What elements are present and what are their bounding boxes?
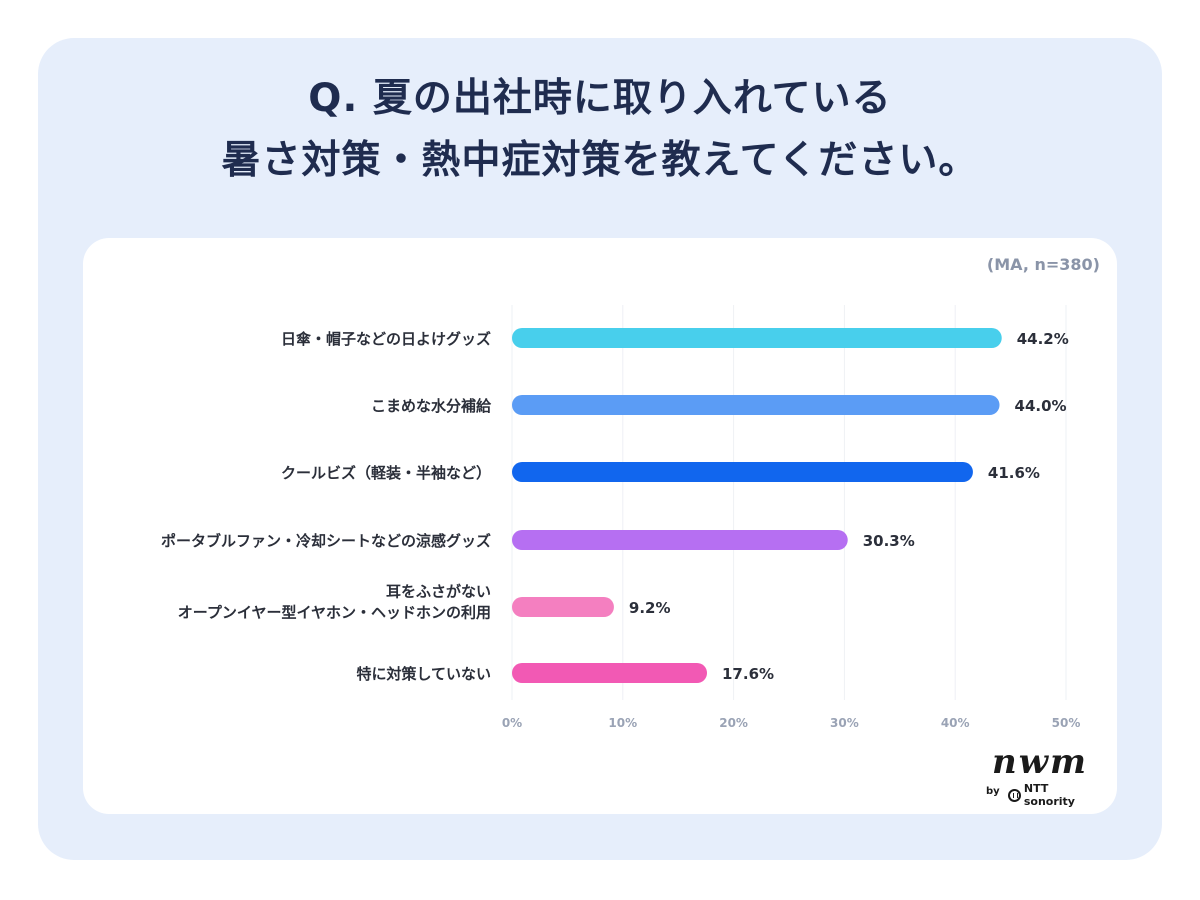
category-label: 耳をふさがない (386, 583, 491, 601)
sample-note: (MA, n=380) (986, 255, 1100, 274)
tick-label: 50% (1052, 716, 1081, 730)
tick-label: 40% (941, 716, 970, 730)
logo: nwm by NTT sonority (978, 742, 1102, 808)
value-label: 30.3% (863, 532, 915, 550)
ntt-logo-icon (1008, 788, 1021, 802)
category-label: ポータブルファン・冷却シートなどの涼感グッズ (161, 532, 491, 550)
category-label: クールビズ（軽装・半袖など） (281, 464, 491, 482)
value-label: 9.2% (629, 599, 671, 617)
category-label: 日傘・帽子などの日よけグッズ (281, 330, 491, 348)
title-line-2: 暑さ対策・熱中症対策を教えてください。 (221, 138, 979, 183)
bar (512, 530, 848, 550)
bar (512, 328, 1002, 348)
logo-company: NTT sonority (1008, 782, 1102, 808)
value-label: 41.6% (988, 464, 1040, 482)
logo-company-name: NTT sonority (1023, 782, 1075, 808)
tick-label: 0% (502, 716, 522, 730)
bar (512, 462, 973, 482)
bar (512, 597, 614, 617)
logo-wordmark: nwm (992, 742, 1088, 782)
bar (512, 663, 708, 683)
value-label: 44.2% (1017, 330, 1069, 348)
logo-by-text: by (986, 786, 1000, 797)
title-line-1: Q. 夏の出社時に取り入れている (308, 76, 892, 121)
tick-label: 30% (830, 716, 859, 730)
chart-title: Q. 夏の出社時に取り入れている 暑さ対策・熱中症対策を教えてください。 (0, 68, 1200, 192)
bar (512, 395, 1000, 415)
value-label: 44.0% (1015, 397, 1067, 415)
tick-label: 20% (719, 716, 748, 730)
category-label: こまめな水分補給 (371, 397, 492, 415)
tick-label: 10% (608, 716, 637, 730)
category-label: オープンイヤー型イヤホン・ヘッドホンの利用 (178, 604, 491, 622)
category-label: 特に対策していない (356, 665, 491, 683)
value-label: 17.6% (722, 665, 774, 683)
